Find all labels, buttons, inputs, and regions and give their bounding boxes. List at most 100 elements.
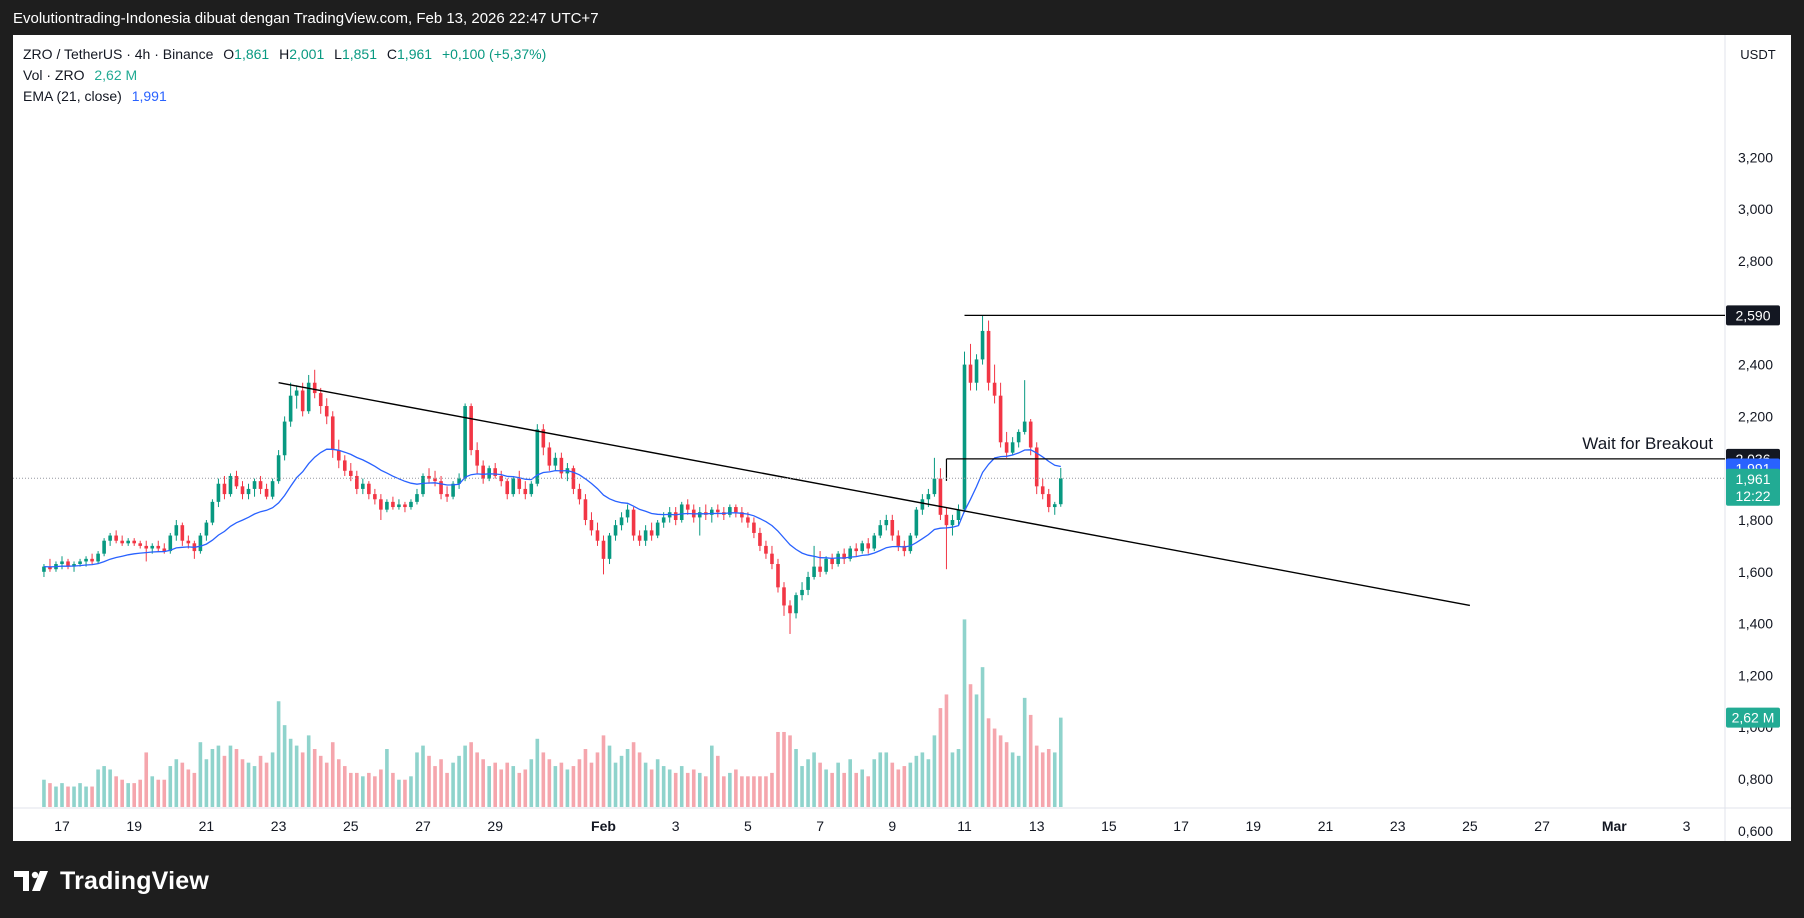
candle-body bbox=[427, 475, 431, 479]
candle-body bbox=[445, 494, 449, 497]
candle-body bbox=[896, 535, 901, 546]
candle-body bbox=[577, 488, 582, 500]
candle-body bbox=[794, 595, 798, 614]
candle-body bbox=[607, 535, 612, 559]
candle-body bbox=[619, 517, 624, 526]
candle-body bbox=[385, 501, 389, 510]
volume-bar bbox=[42, 779, 46, 807]
ohlc-row: ZRO / TetherUS · 4h · Binance O1,861 H2,… bbox=[23, 44, 546, 65]
candle-body bbox=[547, 447, 552, 466]
candle-body bbox=[559, 457, 564, 474]
volume-bar bbox=[276, 701, 281, 807]
volume-bar bbox=[72, 786, 76, 807]
candle-body bbox=[306, 382, 311, 412]
symbol-label[interactable]: ZRO / TetherUS · 4h · Binance bbox=[23, 46, 214, 62]
candle-body bbox=[854, 548, 858, 552]
candle-body bbox=[288, 395, 293, 422]
volume-bar bbox=[505, 762, 510, 807]
x-tick-label: 25 bbox=[343, 818, 359, 834]
change-value: +0,100 (+5,37%) bbox=[441, 46, 547, 62]
volume-bar bbox=[162, 779, 167, 807]
candle-body bbox=[246, 488, 251, 495]
volume-bar bbox=[703, 776, 708, 807]
volume-bar bbox=[589, 762, 594, 807]
close-value: 1,961 bbox=[397, 46, 433, 62]
x-tick-label: 3 bbox=[672, 818, 680, 834]
volume-bar bbox=[469, 742, 473, 807]
candle-body bbox=[541, 429, 546, 448]
ema-label[interactable]: EMA (21, close) bbox=[23, 88, 122, 104]
volume-bar bbox=[836, 762, 840, 807]
volume-bar bbox=[258, 755, 263, 807]
volume-label[interactable]: Vol · ZRO bbox=[23, 67, 85, 83]
candle-body bbox=[349, 470, 353, 476]
volume-bar bbox=[643, 762, 648, 807]
candle-body bbox=[493, 468, 497, 476]
volume-bar bbox=[367, 772, 371, 807]
volume-bar bbox=[282, 725, 287, 807]
y-tick-label: 3,000 bbox=[1738, 201, 1773, 217]
volume-bar bbox=[535, 738, 540, 807]
candle-body bbox=[162, 548, 167, 552]
last-price-tag-box bbox=[1726, 468, 1780, 506]
volume-bar bbox=[1040, 752, 1045, 807]
volume-bar bbox=[607, 745, 612, 807]
candle-body bbox=[240, 486, 245, 495]
volume-bar bbox=[481, 759, 485, 807]
volume-bar bbox=[156, 779, 161, 807]
candle-body bbox=[439, 481, 443, 495]
volume-bar bbox=[433, 766, 437, 807]
volume-bar bbox=[403, 779, 407, 807]
volume-bar bbox=[830, 772, 834, 807]
volume-bar bbox=[294, 745, 299, 807]
volume-bar bbox=[956, 749, 961, 807]
volume-bar bbox=[908, 762, 913, 807]
candle-body bbox=[186, 540, 191, 544]
tradingview-brand[interactable]: TradingView bbox=[60, 866, 210, 895]
candle-body bbox=[920, 499, 925, 510]
ema-row: EMA (21, close) 1,991 bbox=[23, 86, 546, 107]
volume-bar bbox=[391, 772, 395, 807]
candle-body bbox=[878, 525, 883, 536]
candle-body bbox=[102, 540, 106, 554]
candle-body bbox=[457, 478, 461, 484]
candle-body bbox=[373, 494, 377, 500]
volume-bar bbox=[102, 766, 106, 807]
volume-bar bbox=[415, 752, 419, 807]
volume-bar bbox=[84, 786, 88, 807]
volume-bar bbox=[216, 745, 221, 807]
volume-bar bbox=[451, 762, 455, 807]
volume-bar bbox=[108, 769, 112, 807]
candle-body bbox=[553, 457, 558, 466]
candle-body bbox=[198, 535, 203, 552]
volume-bar bbox=[1058, 717, 1063, 807]
volume-bar bbox=[204, 759, 209, 807]
volume-bar bbox=[1016, 755, 1021, 807]
volume-bar bbox=[758, 776, 762, 807]
candle-body bbox=[210, 501, 215, 523]
volume-bar bbox=[914, 755, 919, 807]
volume-bar bbox=[770, 772, 774, 807]
candle-body bbox=[770, 553, 774, 565]
volume-bar bbox=[168, 766, 173, 807]
volume-bar bbox=[890, 762, 895, 807]
candle-body bbox=[120, 540, 124, 544]
candle-body bbox=[812, 566, 816, 577]
candle-body bbox=[649, 530, 654, 536]
chart-panel[interactable] bbox=[13, 35, 1791, 841]
high-label: H bbox=[279, 46, 290, 62]
candle-body bbox=[84, 558, 88, 562]
volume-bar bbox=[324, 762, 329, 807]
volume-bar bbox=[463, 745, 467, 807]
candle-body bbox=[962, 364, 967, 510]
candle-body bbox=[529, 483, 534, 495]
tradingview-logo-icon bbox=[14, 871, 48, 891]
volume-bar bbox=[138, 779, 143, 807]
volume-bar bbox=[198, 742, 203, 807]
volume-bar bbox=[553, 766, 558, 807]
volume-bar bbox=[800, 766, 804, 807]
candle-body bbox=[276, 455, 281, 482]
candle-body bbox=[180, 525, 185, 541]
candle-body bbox=[270, 481, 275, 497]
